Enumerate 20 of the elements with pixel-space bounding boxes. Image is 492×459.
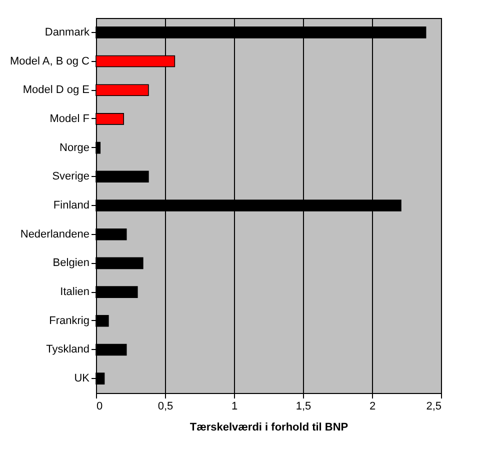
y-tick-label: UK bbox=[74, 372, 90, 385]
y-tick-label: Model F bbox=[50, 112, 90, 125]
y-tick-label: Finland bbox=[53, 200, 90, 212]
x-tick-label: 2,5 bbox=[426, 400, 442, 412]
y-tick-label: Model D og E bbox=[22, 84, 90, 96]
y-tick-label: Danmark bbox=[44, 26, 90, 38]
x-tick-label: 0,5 bbox=[158, 400, 174, 412]
y-tick-label: Sverige bbox=[52, 170, 90, 183]
y-tick-label: Norge bbox=[60, 142, 90, 154]
x-tick-label: 2 bbox=[369, 400, 376, 412]
y-tick-label: Frankrig bbox=[49, 314, 90, 327]
x-tick-label: 1,5 bbox=[296, 400, 312, 412]
x-tick-label: 1 bbox=[231, 400, 238, 412]
y-tick-label: Tyskland bbox=[46, 344, 90, 356]
y-tick-label: Italien bbox=[60, 286, 90, 298]
x-tick-label: 0 bbox=[96, 400, 103, 412]
x-axis-title: Tærskelværdi i forhold til BNP bbox=[190, 422, 348, 434]
y-tick-label: Belgien bbox=[52, 257, 90, 270]
y-tick-label: Model A, B og C bbox=[10, 55, 90, 68]
y-tick-label: Nederlandene bbox=[20, 228, 90, 240]
